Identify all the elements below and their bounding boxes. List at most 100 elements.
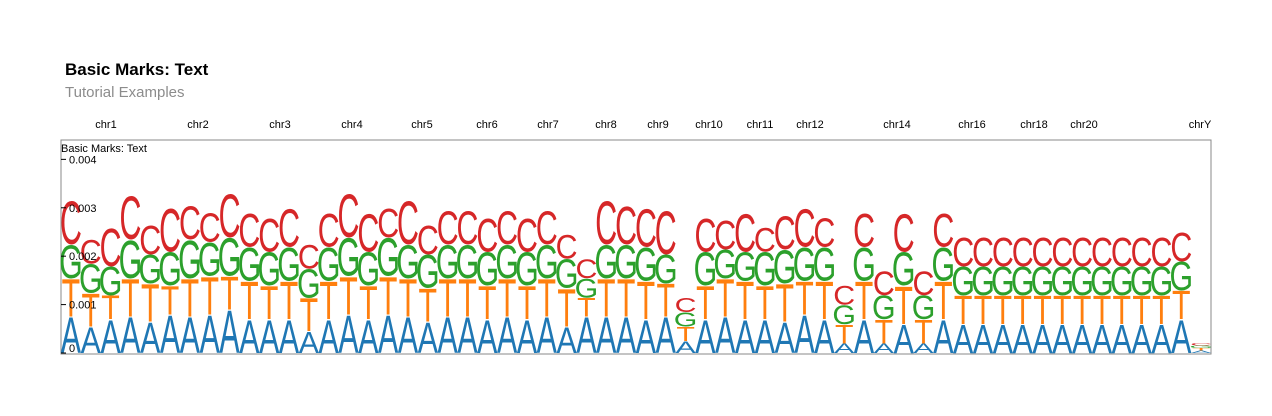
letter-t-37: T	[795, 273, 814, 325]
letter-c-57: C	[1190, 343, 1212, 347]
letter-g-38: G	[813, 239, 837, 291]
letter-c-12: C	[298, 238, 320, 276]
letter-t-26: T	[577, 293, 596, 323]
letter-g-56: G	[1169, 254, 1193, 299]
letter-c-35: C	[754, 221, 776, 259]
letter-t-3: T	[121, 269, 140, 329]
letter-t-28: T	[617, 269, 636, 329]
letter-a-26: A	[576, 307, 596, 364]
letter-a-24: A	[537, 307, 557, 364]
letter-t-45: T	[954, 288, 973, 333]
letter-t-49: T	[1033, 288, 1052, 333]
letter-g-57: G	[1189, 345, 1213, 349]
chromosome-label: chr6	[476, 119, 497, 131]
letter-t-40: T	[855, 271, 874, 331]
letter-g-2: G	[99, 259, 123, 304]
letter-g-6: G	[178, 230, 202, 290]
letter-g-13: G	[317, 239, 341, 291]
letter-a-48: A	[1013, 317, 1033, 362]
letter-t-42: T	[894, 276, 913, 336]
letter-g-14: G	[337, 227, 361, 287]
letter-g-15: G	[357, 244, 381, 296]
letter-t-23: T	[518, 277, 537, 329]
chromosome-label: chr11	[747, 119, 774, 131]
letter-t-55: T	[1152, 288, 1171, 333]
letter-g-42: G	[892, 244, 916, 296]
letter-a-47: A	[993, 317, 1013, 362]
track-frame	[60, 139, 1212, 355]
letter-a-25: A	[556, 320, 577, 362]
letter-c-20: C	[457, 202, 479, 254]
letter-c-31: C	[675, 295, 697, 317]
letter-c-55: C	[1150, 230, 1172, 275]
letter-c-3: C	[119, 185, 141, 253]
letter-a-34: A	[735, 311, 756, 363]
letter-g-5: G	[158, 244, 182, 296]
y-tick-label: 0.001	[69, 300, 97, 312]
letter-t-0: T	[62, 269, 81, 329]
letter-t-10: T	[260, 277, 279, 329]
letter-g-47: G	[991, 259, 1015, 304]
letter-g-46: G	[971, 259, 995, 304]
letter-t-33: T	[716, 269, 735, 329]
letter-g-34: G	[733, 244, 757, 289]
letter-a-27: A	[596, 307, 616, 364]
letter-t-54: T	[1132, 288, 1151, 333]
chart-title: Basic Marks: Text	[65, 60, 209, 79]
letter-g-11: G	[277, 239, 301, 291]
letter-g-9: G	[238, 239, 262, 291]
letter-a-43: A	[913, 341, 934, 356]
letter-t-16: T	[379, 266, 398, 326]
letter-a-1: A	[81, 320, 102, 362]
chromosome-label: chr1	[95, 119, 116, 131]
letter-c-45: C	[952, 230, 974, 275]
letter-t-7: T	[200, 266, 219, 326]
letter-c-11: C	[278, 198, 300, 258]
letter-c-15: C	[357, 203, 379, 263]
chromosome-axis: chr1 chr2 chr3 chr4 chr5 chr6 chr7 chr8 chr9 chr1…	[95, 119, 1212, 131]
letter-g-52: G	[1090, 259, 1114, 304]
letter-c-9: C	[238, 205, 260, 257]
letter-g-10: G	[257, 244, 281, 296]
letter-g-48: G	[1011, 259, 1035, 304]
letter-t-29: T	[637, 271, 656, 331]
y-tick-label: 0	[69, 343, 75, 355]
letter-a-3: A	[120, 307, 140, 364]
letter-c-2: C	[100, 218, 122, 278]
chart-subtitle: Tutorial Examples	[65, 84, 185, 101]
letter-c-44: C	[932, 205, 954, 257]
chromosome-label: chr18	[1020, 119, 1048, 131]
letter-g-30: G	[654, 247, 678, 292]
letter-g-41: G	[872, 289, 896, 327]
letter-g-27: G	[594, 236, 618, 288]
letter-a-39: A	[834, 341, 855, 356]
letter-g-33: G	[713, 242, 737, 287]
letter-c-26: C	[575, 254, 597, 284]
chromosome-label: chr4	[341, 119, 362, 131]
letter-g-32: G	[694, 244, 718, 296]
letter-a-55: A	[1151, 317, 1171, 362]
letter-c-30: C	[655, 199, 677, 267]
chromosome-label: chrY	[1189, 119, 1212, 131]
letter-a-38: A	[814, 311, 835, 363]
letter-g-20: G	[456, 236, 480, 288]
letter-c-34: C	[734, 203, 756, 263]
letter-a-2: A	[100, 311, 121, 363]
letter-a-32: A	[695, 311, 716, 363]
letter-a-23: A	[517, 311, 538, 363]
letter-g-40: G	[852, 239, 876, 291]
letter-g-24: G	[535, 236, 559, 288]
letter-g-26: G	[575, 274, 599, 304]
letter-c-1: C	[80, 233, 102, 271]
letter-c-52: C	[1091, 230, 1113, 275]
y-tick-label: 0.002	[69, 251, 97, 263]
letter-t-35: T	[756, 277, 775, 329]
letter-c-48: C	[1012, 230, 1034, 275]
letter-g-54: G	[1130, 259, 1154, 304]
letter-a-53: A	[1112, 317, 1132, 362]
letter-t-27: T	[597, 269, 616, 329]
letter-a-9: A	[239, 311, 260, 363]
letter-t-46: T	[974, 288, 993, 333]
letter-c-8: C	[219, 182, 241, 250]
letter-a-10: A	[259, 311, 280, 363]
